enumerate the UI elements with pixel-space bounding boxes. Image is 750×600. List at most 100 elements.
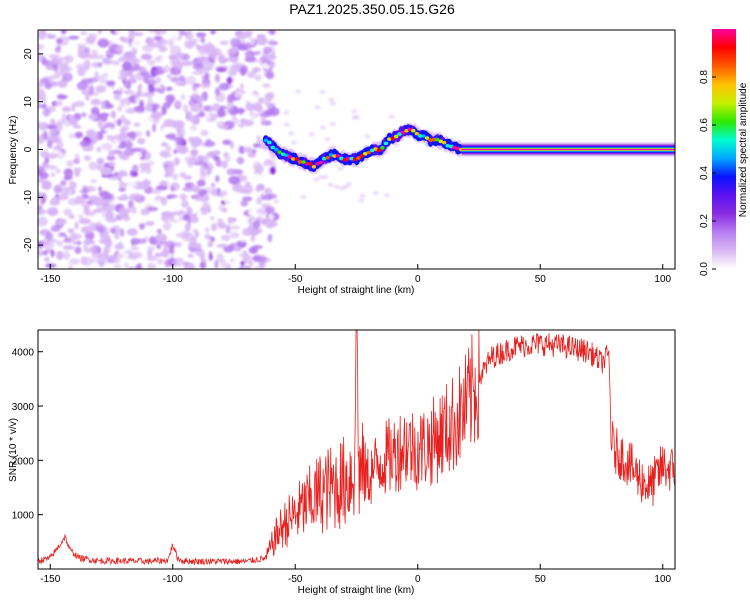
noise-blob xyxy=(38,30,45,37)
noise-blob xyxy=(62,72,73,82)
noise-blob xyxy=(106,155,116,161)
noise-blob xyxy=(73,124,82,129)
noise-blob xyxy=(262,248,271,254)
noise-blob xyxy=(144,221,155,226)
noise-blob xyxy=(67,228,75,234)
x-tick-label: -100 xyxy=(163,274,183,285)
noise-blob xyxy=(115,46,124,53)
noise-blob xyxy=(261,203,269,209)
noise-blob xyxy=(192,92,198,100)
noise-blob xyxy=(117,105,123,112)
noise-blob xyxy=(166,176,174,182)
noise-blob xyxy=(126,112,138,122)
noise-blob xyxy=(123,103,129,109)
ridge-core xyxy=(373,147,378,151)
noise-blob xyxy=(53,184,63,194)
noise-blob xyxy=(226,76,233,85)
ridge-core xyxy=(345,156,351,161)
noise-blob xyxy=(142,171,148,180)
snr-frame xyxy=(37,329,676,570)
noise-blob xyxy=(173,120,185,129)
noise-blob xyxy=(38,121,42,126)
ridge-core xyxy=(304,161,310,166)
ridge-core xyxy=(369,148,375,153)
noise-blob xyxy=(110,228,116,234)
noise-blob xyxy=(269,30,276,35)
noise-blob xyxy=(290,140,297,145)
noise-blob xyxy=(327,182,334,187)
noise-blob xyxy=(133,151,143,159)
noise-blob xyxy=(138,232,146,239)
noise-blob xyxy=(94,151,102,159)
noise-blob xyxy=(319,125,326,130)
noise-blob xyxy=(43,131,48,140)
noise-blob xyxy=(130,131,136,141)
noise-blob xyxy=(50,74,60,80)
noise-blob xyxy=(56,250,64,261)
noise-blob xyxy=(100,112,110,117)
noise-blob xyxy=(208,251,213,262)
noise-blob xyxy=(91,49,98,56)
noise-blob xyxy=(147,206,159,212)
noise-blob xyxy=(46,140,53,149)
noise-blob xyxy=(96,146,102,153)
noise-blob xyxy=(39,172,49,180)
ridge-core xyxy=(291,157,296,161)
ridge-core xyxy=(428,138,433,142)
noise-blob xyxy=(194,196,204,202)
noise-blob xyxy=(240,65,248,75)
noise-blob xyxy=(110,111,115,118)
noise-blob xyxy=(146,37,155,48)
noise-blob xyxy=(264,206,276,214)
noise-blob xyxy=(160,152,172,158)
noise-blob xyxy=(329,122,336,127)
noise-blob xyxy=(206,152,214,158)
noise-blob xyxy=(254,164,265,174)
noise-blob xyxy=(190,138,199,149)
ridge-core xyxy=(387,137,392,141)
noise-blob xyxy=(196,210,202,220)
noise-blob xyxy=(308,132,315,137)
noise-blob xyxy=(62,245,75,251)
noise-blob xyxy=(59,232,66,237)
ridge-core xyxy=(297,160,303,164)
spectrogram-y-label: Frequency (Hz) xyxy=(8,116,19,185)
noise-blob xyxy=(74,153,80,162)
noise-blob xyxy=(218,171,226,181)
noise-blob xyxy=(68,117,78,126)
noise-blob xyxy=(225,224,231,234)
noise-blob xyxy=(227,69,236,76)
noise-blob xyxy=(212,150,221,156)
noise-blob xyxy=(262,99,270,106)
noise-blob xyxy=(130,246,140,251)
ridge-core xyxy=(363,151,368,156)
colorbar-tick-label: 0.0 xyxy=(699,262,710,276)
x-tick-label: 0 xyxy=(415,574,421,585)
y-tick-label: -20 xyxy=(23,237,34,252)
noise-blob xyxy=(218,204,225,212)
noise-blob xyxy=(198,111,206,118)
noise-blob xyxy=(73,167,82,172)
noise-blob xyxy=(112,60,120,66)
noise-blob xyxy=(229,225,241,230)
noise-blob xyxy=(163,221,172,231)
ridge-core xyxy=(321,156,327,161)
noise-blob xyxy=(41,250,49,256)
noise-blob xyxy=(160,57,169,66)
noise-blob xyxy=(230,231,240,239)
ridge-core xyxy=(301,160,306,164)
ridge-core xyxy=(339,156,344,161)
noise-blob xyxy=(214,259,219,269)
ridge-core xyxy=(404,128,409,133)
colorbar: 0.0 0.2 0.4 0.6 0.8 Normalized spectral ampl… xyxy=(699,29,749,276)
noise-blob xyxy=(212,187,218,197)
noise-blob xyxy=(251,256,262,261)
noise-blob xyxy=(38,216,48,227)
noise-blob xyxy=(190,115,201,125)
colorbar-tick-label: 0.4 xyxy=(699,166,710,180)
noise-blob xyxy=(224,195,233,206)
ridge-core xyxy=(315,162,320,166)
noise-blob xyxy=(58,88,64,93)
snr-series-line xyxy=(38,330,675,566)
